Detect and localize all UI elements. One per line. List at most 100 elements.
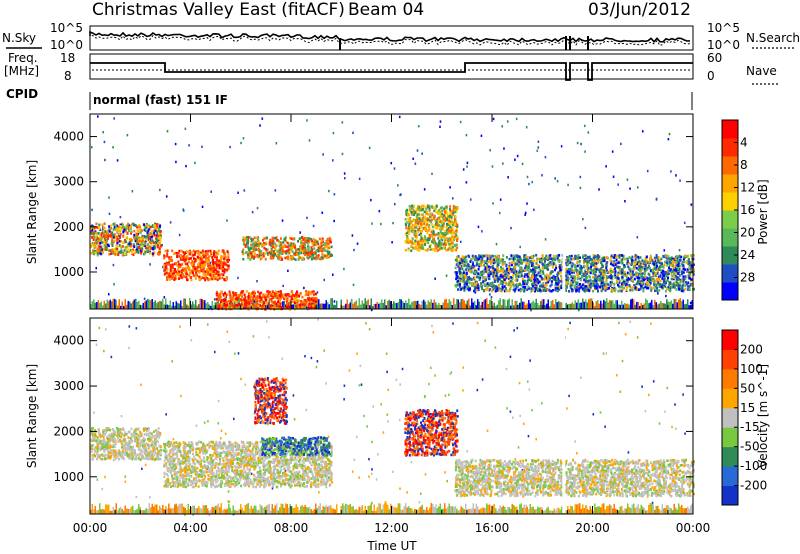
echo-cell	[144, 250, 147, 254]
echo-cell	[102, 247, 105, 251]
echo-cell	[248, 235, 251, 239]
echo-cell	[654, 271, 657, 275]
echo-cell	[199, 259, 202, 263]
echo-cell	[528, 278, 531, 282]
echo-cell	[318, 299, 320, 309]
echo-cell	[293, 237, 296, 241]
echo-cell	[287, 244, 290, 247]
echo-cell	[679, 298, 681, 309]
echo-cell	[519, 289, 522, 293]
echo-cell	[634, 255, 637, 259]
echo-cell	[522, 285, 525, 289]
echo-cell	[113, 251, 116, 254]
echo-cell	[414, 300, 416, 309]
echo-cell	[558, 264, 561, 267]
echo-cell	[657, 281, 660, 284]
echo-cell	[111, 244, 114, 247]
echo-cell	[622, 279, 625, 283]
echo-cell	[215, 258, 218, 261]
echo-cell	[144, 244, 147, 248]
echo-cell	[112, 235, 115, 239]
echo-cell	[444, 299, 446, 309]
echo-cell	[445, 207, 448, 210]
echo-cell	[511, 277, 514, 281]
echo-cell	[230, 298, 233, 302]
echo-cell	[484, 278, 487, 282]
echo-cell	[319, 257, 322, 261]
echo-cell	[411, 204, 414, 208]
echo-cell	[121, 253, 124, 256]
echo-cell	[158, 250, 161, 254]
echo-cell	[554, 258, 557, 262]
echo-cell	[576, 285, 579, 289]
echo-cell	[614, 289, 617, 293]
echo-cell	[472, 272, 475, 275]
echo-cell	[645, 268, 648, 271]
echo-cell	[197, 257, 200, 261]
echo-cell	[571, 276, 574, 280]
echo-cell	[308, 298, 311, 301]
echo-cell	[103, 300, 105, 309]
echo-cell	[460, 277, 463, 281]
echo-cell	[282, 284, 284, 288]
echo-cell	[353, 248, 355, 252]
echo-cell	[441, 235, 444, 238]
echo-cell	[489, 272, 492, 276]
echo-cell	[440, 225, 443, 229]
echo-cell	[548, 264, 551, 267]
echo-cell	[324, 303, 326, 309]
echo-cell	[138, 241, 141, 245]
echo-cell	[99, 234, 102, 238]
echo-cell	[135, 248, 138, 251]
echo-cell	[440, 232, 443, 235]
echo-cell	[687, 254, 690, 258]
echo-cell	[155, 227, 158, 230]
echo-cell	[435, 221, 438, 225]
echo-cell	[516, 300, 518, 309]
echo-cell	[592, 261, 595, 265]
echo-cell	[493, 272, 496, 275]
echo-cell	[397, 184, 399, 187]
echo-cell	[454, 215, 457, 219]
echo-cell	[424, 219, 427, 223]
echo-cell	[587, 131, 590, 134]
echo-cell	[315, 300, 317, 309]
echo-cell	[443, 246, 446, 250]
echo-cell	[195, 299, 197, 309]
echo-cell	[529, 268, 532, 272]
echo-cell	[116, 245, 119, 248]
echo-cell	[154, 300, 156, 309]
echo-cell	[436, 220, 439, 224]
echo-cell	[249, 293, 252, 297]
echo-cell	[163, 304, 165, 309]
echo-cell	[496, 289, 499, 293]
echo-cell	[544, 238, 547, 241]
echo-cell	[595, 301, 597, 309]
echo-cell	[472, 266, 475, 270]
echo-cell	[681, 301, 683, 309]
echo-cell	[309, 251, 312, 255]
echo-cell	[312, 224, 315, 228]
echo-cell	[547, 280, 550, 284]
echo-cell	[308, 249, 311, 253]
echo-cell	[431, 206, 434, 209]
echo-cell	[130, 251, 133, 255]
echo-cell	[150, 230, 153, 233]
echo-cell	[690, 304, 692, 309]
echo-cell	[149, 263, 151, 266]
echo-cell	[603, 283, 606, 287]
echo-cell	[276, 250, 279, 253]
echo-cell	[170, 264, 173, 268]
echo-cell	[486, 286, 489, 289]
echo-cell	[570, 266, 573, 270]
echo-cell	[568, 290, 571, 293]
echo-cell	[238, 303, 241, 307]
echo-cell	[487, 265, 490, 268]
echo-cell	[271, 290, 274, 293]
echo-cell	[451, 245, 454, 249]
echo-cell	[479, 274, 482, 277]
echo-cell	[198, 252, 201, 256]
echo-cell	[525, 262, 528, 266]
echo-cell	[594, 263, 597, 267]
echo-cell	[579, 278, 582, 282]
